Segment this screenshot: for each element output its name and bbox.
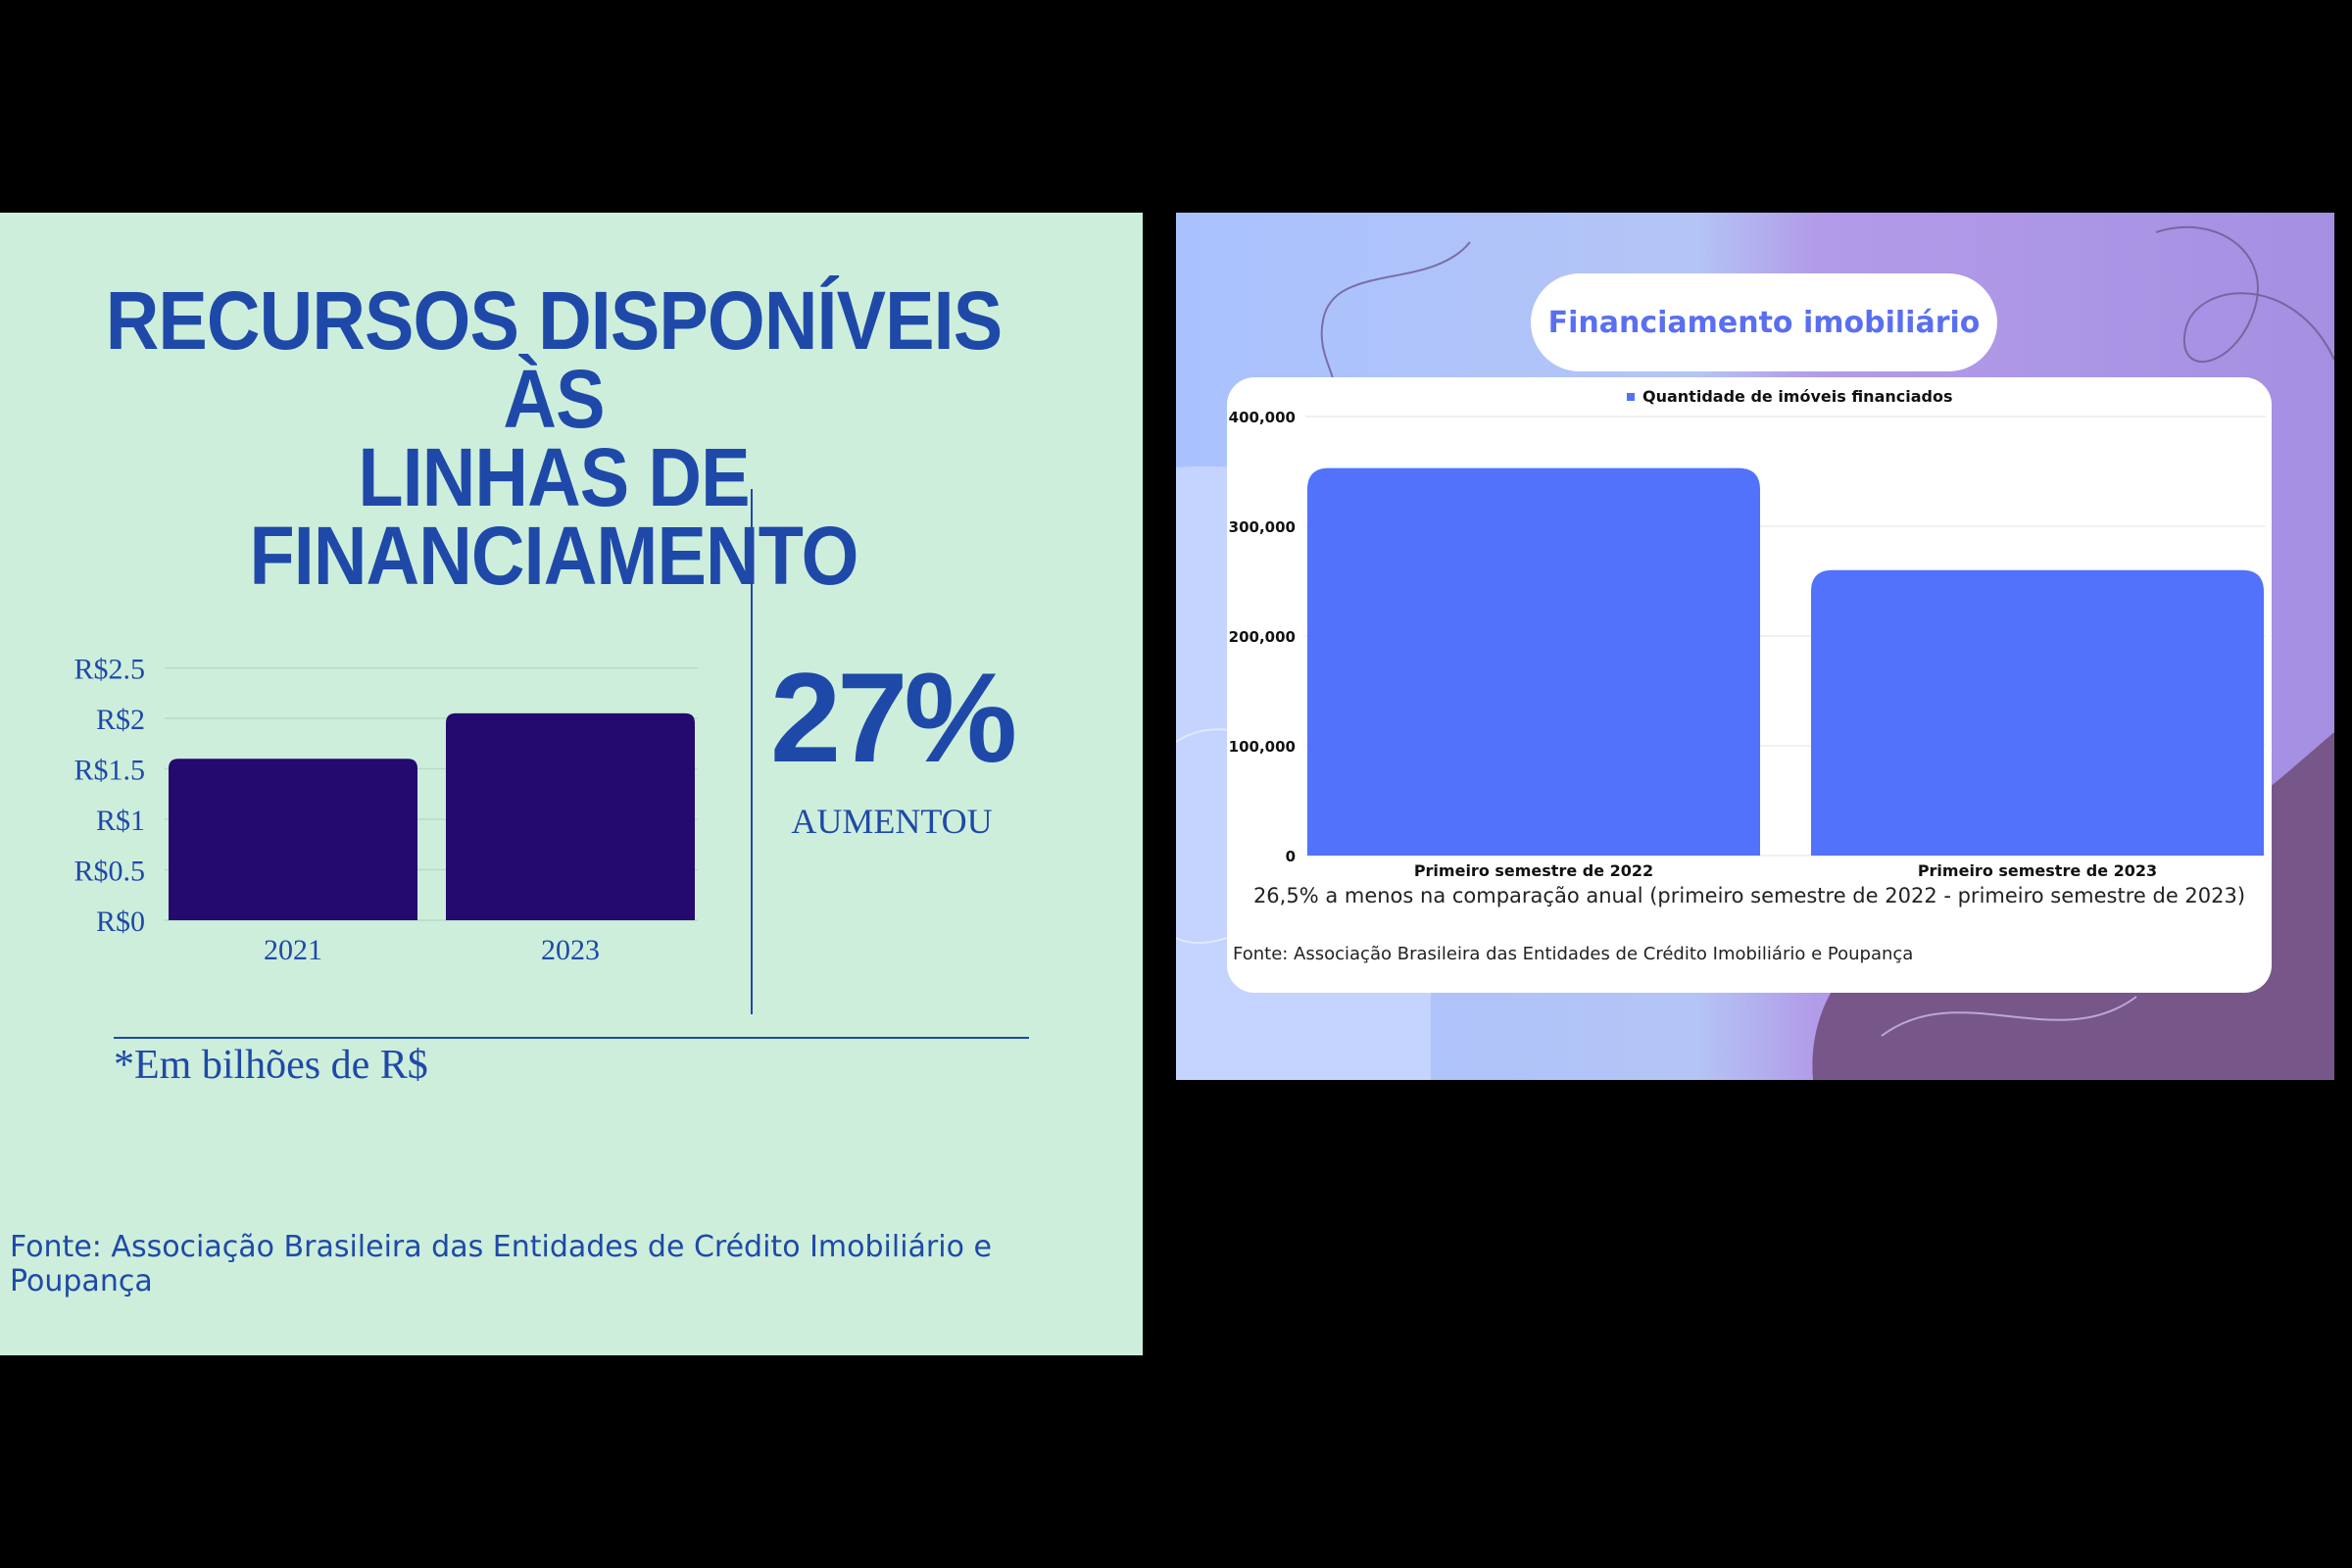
right-chart-card: Quantidade de imóveis financiados 0 100,00… <box>1227 377 2272 993</box>
legend-label: Quantidade de imóveis financiados <box>1642 387 1953 406</box>
x-tick-label: 2021 <box>264 934 322 966</box>
left-infographic-panel: RECURSOS DISPONÍVEIS ÀS LINHAS DE FINANC… <box>0 213 1143 1355</box>
left-horizontal-divider <box>114 1037 1029 1039</box>
y-tick-label: R$0 <box>96 906 145 938</box>
right-chart-title: Financiamento imobiliário <box>1547 305 1981 340</box>
unit-note: *Em bilhões de R$ <box>114 1043 428 1088</box>
right-source-text: Fonte: Associação Brasileira das Entidad… <box>1233 944 1914 964</box>
y-tick-label: R$2.5 <box>74 654 145 686</box>
right-title-pill: Financiamento imobiliário <box>1531 273 1997 371</box>
bar <box>1811 569 2264 856</box>
increase-label: AUMENTOU <box>791 802 993 841</box>
left-title-line1: RECURSOS DISPONÍVEIS ÀS <box>105 274 1003 445</box>
y-tick-label: R$0.5 <box>74 856 145 888</box>
annual-comparison-note: 26,5% a menos na comparação anual (prime… <box>1252 884 2246 907</box>
x-tick-label: Primeiro semestre de 2023 <box>1918 861 2157 880</box>
left-source-text: Fonte: Associação Brasileira das Entidad… <box>10 1230 992 1298</box>
y-tick-label: 100,000 <box>1229 738 1296 756</box>
y-tick-label: 200,000 <box>1229 628 1296 646</box>
y-tick-label: R$2 <box>96 704 145 736</box>
legend-swatch <box>1627 393 1635 401</box>
x-tick-label: 2023 <box>541 934 600 966</box>
left-vertical-divider <box>751 489 753 1014</box>
bar <box>1307 467 1760 856</box>
y-tick-label: 300,000 <box>1229 518 1296 536</box>
y-tick-label: 400,000 <box>1229 409 1296 426</box>
bar <box>446 712 695 920</box>
left-title-line2: LINHAS DE FINANCIAMENTO <box>249 431 858 602</box>
right-infographic-panel: Financiamento imobiliário Quantidade de … <box>1176 213 2334 1080</box>
left-chart-title: RECURSOS DISPONÍVEIS ÀS LINHAS DE FINANC… <box>56 274 1053 602</box>
y-tick-label: R$1.5 <box>74 755 145 787</box>
bar <box>169 759 417 920</box>
left-bar-chart: R$0 R$0.5 R$1 R$1.5 R$2 R$2.5 2021 2023 <box>74 654 698 966</box>
increase-percentage: 27% <box>769 646 1017 789</box>
x-tick-label: Primeiro semestre de 2022 <box>1414 861 1653 880</box>
right-bar-chart: Quantidade de imóveis financiados 0 100,00… <box>1229 387 2266 880</box>
y-tick-label: R$1 <box>96 805 145 837</box>
y-tick-label: 0 <box>1286 848 1296 865</box>
